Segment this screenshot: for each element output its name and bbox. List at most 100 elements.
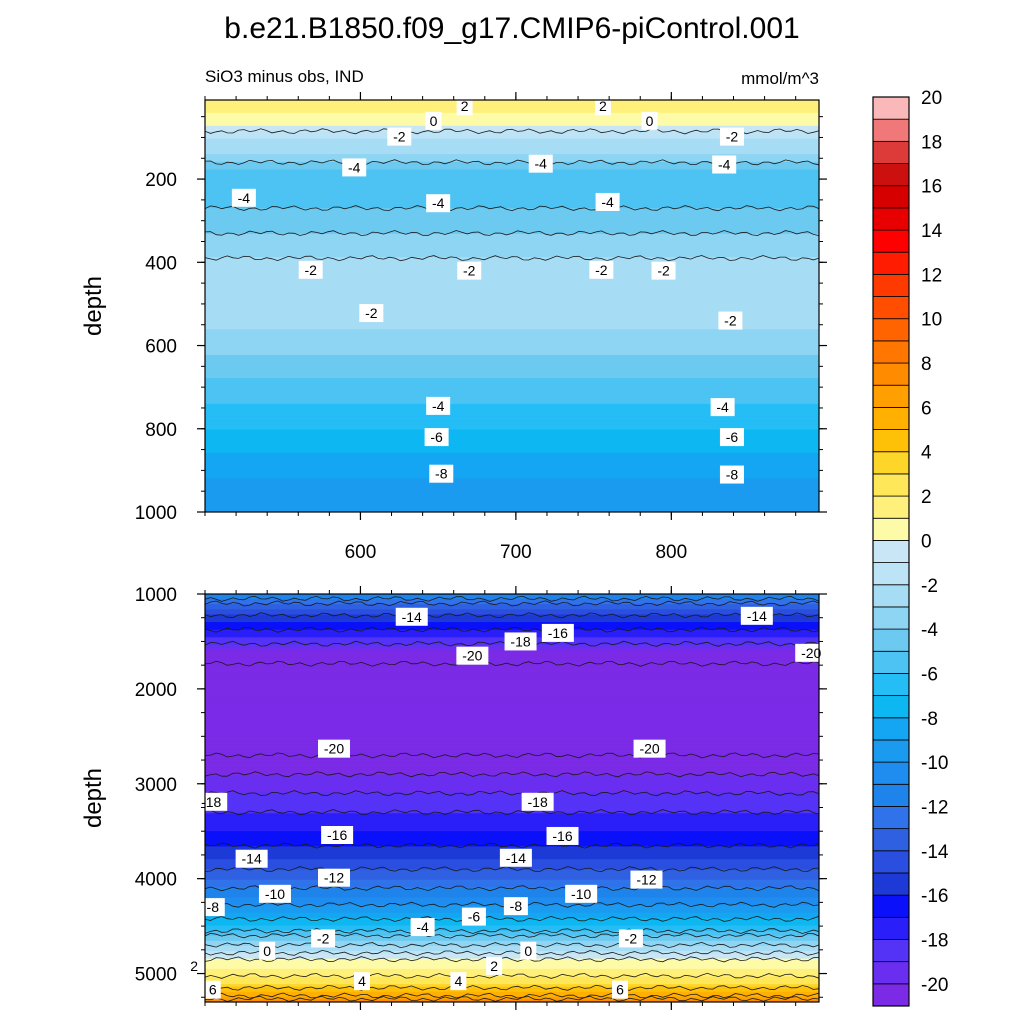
contour-label-box (426, 194, 451, 213)
contour-band (205, 277, 819, 281)
contour-band (205, 226, 819, 230)
contour-band (205, 205, 819, 209)
contour-band (205, 190, 819, 194)
colorbar-swatch (872, 783, 910, 807)
contour-label-text: -4 (718, 157, 731, 173)
colorbar-tick-label: 2 (921, 487, 932, 508)
contour-band (205, 800, 819, 804)
contour-label-box (521, 792, 554, 811)
contour-label: -4 (710, 398, 735, 417)
contour-band (205, 336, 819, 341)
colorbar-swatch (872, 939, 910, 963)
contour-band (205, 385, 819, 389)
contour-band (205, 894, 819, 899)
contour-band (205, 421, 819, 426)
contour-band (205, 115, 819, 119)
contour-band (205, 951, 819, 955)
contour-band (205, 747, 819, 751)
contour-label: -2 (311, 929, 336, 948)
contour-band (205, 136, 819, 140)
contour-label-text: -2 (463, 263, 476, 279)
contour-band (205, 493, 819, 498)
contour-band (205, 349, 819, 353)
colorbar-tick-label: -6 (921, 664, 938, 685)
contour-band (205, 470, 819, 474)
contour-label: -14 (395, 607, 428, 626)
x-axis (204, 586, 797, 1010)
contour-label-text: -8 (435, 466, 448, 482)
contour-band (205, 239, 819, 243)
contour-label-box (231, 188, 256, 207)
contour-band (205, 280, 819, 284)
contour-band (205, 419, 819, 423)
panel-subtitle-left: SiO3 minus obs, IND (205, 67, 364, 86)
contour-band (205, 769, 819, 774)
contour-band (205, 501, 819, 505)
contour-band (205, 210, 819, 214)
contour-band (205, 599, 819, 603)
contour-band (205, 483, 819, 487)
contour-line (205, 752, 819, 759)
contour-band (205, 182, 819, 186)
contour-line (205, 949, 819, 957)
contour-label-text: -16 (552, 828, 572, 844)
contour-label-box (630, 870, 663, 889)
contour-band (205, 724, 819, 728)
y-axis-title: depth (80, 276, 107, 336)
y-tick-label: 4000 (135, 870, 177, 891)
contour-label-text: -14 (242, 851, 262, 867)
contour-label: 6 (204, 980, 221, 999)
colorbar-tick-label: 16 (921, 177, 942, 198)
contour-label-text: -2 (595, 262, 608, 278)
contour-label-text: 2 (190, 958, 198, 974)
contour-band (205, 254, 819, 258)
y-tick-label: 3000 (135, 775, 177, 796)
contour-label-text: 4 (454, 973, 462, 989)
contour-band (205, 757, 819, 761)
contour-label: -2 (298, 260, 323, 279)
contour-line (205, 600, 819, 607)
contour-label: -2 (359, 304, 384, 323)
contour-label-box (204, 980, 221, 999)
contour-band (205, 594, 819, 598)
contour-label-text: 0 (263, 943, 271, 959)
contour-band (205, 409, 819, 413)
contour-band (205, 752, 819, 756)
contour-label: 0 (425, 111, 442, 130)
contour-band (205, 690, 819, 695)
contour-band (205, 241, 819, 245)
contour-band (205, 365, 819, 369)
contour-band (205, 780, 819, 784)
contour-band (205, 257, 819, 261)
colorbar-tick-label: -4 (921, 620, 938, 641)
contour-label-box (450, 972, 467, 991)
contour-band (205, 775, 819, 779)
contour-band (205, 437, 819, 441)
contour-label: -20 (456, 646, 489, 665)
y-tick-label: 400 (145, 253, 177, 274)
contour-label-box (395, 607, 428, 626)
colorbar-tick-label: 14 (921, 221, 943, 242)
contour-band (205, 339, 819, 343)
contour-label-text: 6 (616, 982, 624, 998)
colorbar-swatch (872, 761, 910, 785)
contour-band (205, 465, 819, 469)
contour-band (205, 306, 819, 310)
contour-band (205, 729, 819, 733)
contour-band (205, 411, 819, 415)
colorbar-swatch (872, 628, 910, 652)
contour-band (205, 151, 819, 155)
contour-band (205, 367, 819, 371)
contour-band (205, 744, 819, 748)
colorbar-tick-label: -20 (921, 975, 948, 996)
colorbar-swatch (872, 673, 910, 697)
colorbar-swatch (872, 362, 910, 386)
contour-band (205, 442, 819, 446)
contour-band (205, 275, 819, 279)
contour-band (205, 362, 819, 366)
contour-band (205, 984, 819, 988)
contour-label-box (595, 192, 620, 211)
y-tick-label: 5000 (135, 965, 177, 986)
contour-band (205, 463, 819, 467)
